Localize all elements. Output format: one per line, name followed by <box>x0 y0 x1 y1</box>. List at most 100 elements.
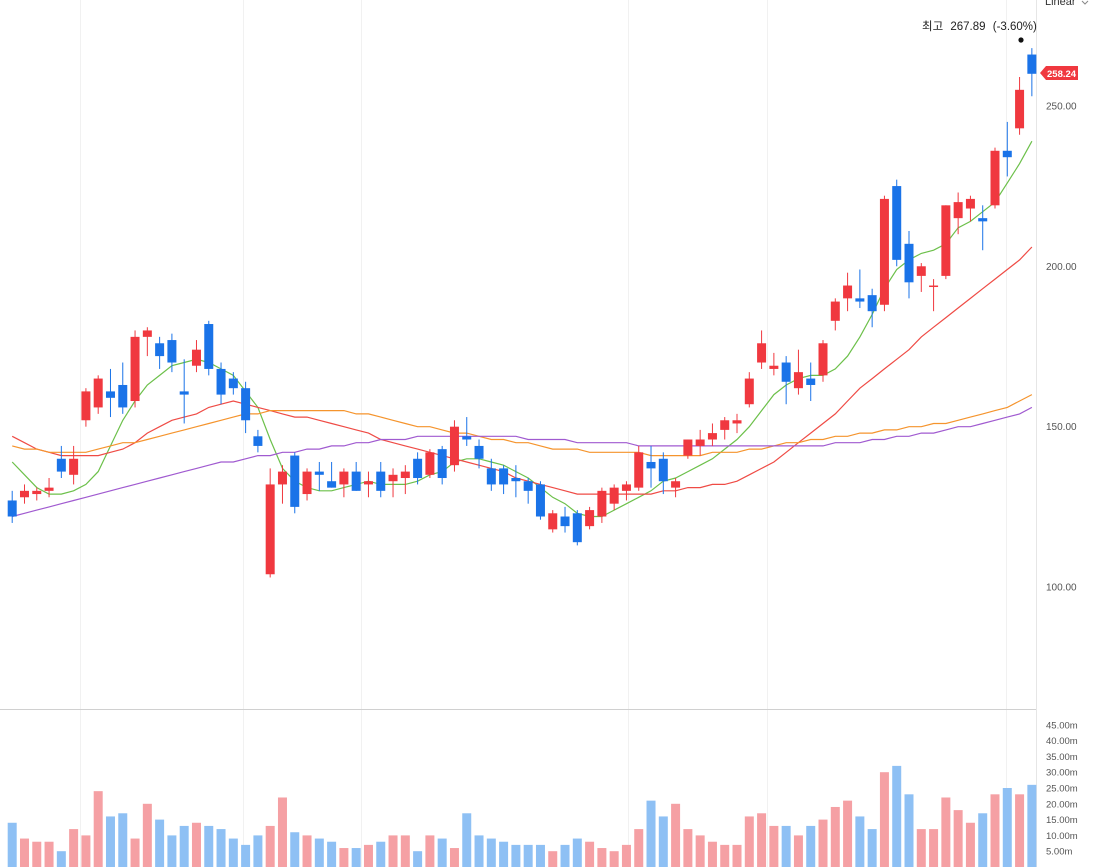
candle[interactable] <box>93 375 103 414</box>
candle[interactable] <box>32 487 42 501</box>
candle[interactable] <box>105 368 115 418</box>
candle[interactable] <box>769 352 779 376</box>
candle[interactable] <box>314 461 324 491</box>
candle[interactable] <box>7 490 17 523</box>
candle[interactable] <box>806 362 816 402</box>
candle[interactable] <box>634 445 644 491</box>
candle[interactable] <box>191 340 201 373</box>
candle[interactable] <box>646 445 656 488</box>
candle[interactable] <box>486 458 496 491</box>
candle[interactable] <box>572 510 582 546</box>
candle[interactable] <box>744 372 754 408</box>
candle[interactable] <box>757 330 767 369</box>
scale-selector[interactable]: Linear <box>1045 0 1089 8</box>
ma20-line <box>11 246 1033 495</box>
candle[interactable] <box>44 478 54 498</box>
candle-body <box>216 368 226 395</box>
candle[interactable] <box>499 465 509 495</box>
chevron-down-icon[interactable] <box>1081 0 1089 5</box>
candle[interactable] <box>732 413 742 434</box>
candle[interactable] <box>425 449 435 479</box>
candle[interactable] <box>929 279 939 312</box>
candle-body <box>744 378 754 405</box>
candle[interactable] <box>695 429 705 456</box>
candle[interactable] <box>277 465 287 504</box>
candle[interactable] <box>548 510 558 533</box>
candlesticks[interactable] <box>7 48 1037 578</box>
candle[interactable] <box>707 423 717 446</box>
candle[interactable] <box>19 484 29 504</box>
candle[interactable] <box>793 349 803 395</box>
candle[interactable] <box>388 468 398 498</box>
candle[interactable] <box>990 147 1000 209</box>
candle[interactable] <box>474 439 484 469</box>
candle[interactable] <box>965 195 975 222</box>
candle[interactable] <box>535 481 545 520</box>
candle[interactable] <box>621 481 631 501</box>
candle[interactable] <box>339 468 349 498</box>
candle[interactable] <box>978 205 988 251</box>
candle[interactable] <box>781 356 791 405</box>
candle[interactable] <box>867 288 877 328</box>
candle[interactable] <box>597 487 607 523</box>
candle[interactable] <box>879 195 889 312</box>
candle-body <box>990 150 1000 206</box>
candle[interactable] <box>167 333 177 373</box>
candle[interactable] <box>130 330 140 408</box>
candle[interactable] <box>941 205 951 280</box>
candle[interactable] <box>462 417 472 446</box>
candle[interactable] <box>118 362 128 414</box>
candle[interactable] <box>523 478 533 504</box>
candle[interactable] <box>56 445 66 479</box>
candle[interactable] <box>953 192 963 235</box>
candle[interactable] <box>216 362 226 405</box>
candle[interactable] <box>290 452 300 514</box>
candle[interactable] <box>69 445 79 485</box>
candle[interactable] <box>142 327 152 357</box>
candle[interactable] <box>155 336 165 369</box>
scale-selector-label[interactable]: Linear <box>1045 0 1076 8</box>
candle[interactable] <box>855 269 865 308</box>
candle[interactable] <box>1002 121 1012 177</box>
candle[interactable] <box>253 429 263 453</box>
candle[interactable] <box>449 420 459 472</box>
candle[interactable] <box>658 452 668 495</box>
candle[interactable] <box>671 478 681 498</box>
candle[interactable] <box>683 439 693 459</box>
candle[interactable] <box>265 468 275 578</box>
candle[interactable] <box>830 298 840 331</box>
candle[interactable] <box>204 320 214 376</box>
candle-body <box>843 285 853 299</box>
candle[interactable] <box>413 452 423 485</box>
candle[interactable] <box>327 461 337 488</box>
candle[interactable] <box>241 381 251 434</box>
candle[interactable] <box>1027 48 1037 97</box>
candle[interactable] <box>81 388 91 427</box>
volume-bar <box>757 813 767 867</box>
volume-bar <box>155 819 165 867</box>
candle[interactable] <box>376 461 386 498</box>
volume-bar <box>585 841 595 867</box>
candle[interactable] <box>843 272 853 312</box>
candle[interactable] <box>916 263 926 292</box>
candle[interactable] <box>179 359 189 424</box>
candle[interactable] <box>363 471 373 498</box>
candle[interactable] <box>437 445 447 485</box>
candle[interactable] <box>302 468 312 501</box>
candle[interactable] <box>720 417 730 440</box>
candle[interactable] <box>818 340 828 382</box>
candle-body <box>118 384 128 408</box>
candle[interactable] <box>351 461 361 491</box>
candle[interactable] <box>904 230 914 299</box>
candle[interactable] <box>585 506 595 530</box>
candle-body <box>1027 54 1037 74</box>
candle[interactable] <box>511 465 521 498</box>
volume-bar <box>179 825 189 867</box>
candle[interactable] <box>560 506 570 533</box>
candle[interactable] <box>609 484 619 511</box>
candle[interactable] <box>400 465 410 495</box>
candle[interactable] <box>228 372 238 395</box>
candle[interactable] <box>1015 76 1025 135</box>
candle[interactable] <box>892 179 902 267</box>
